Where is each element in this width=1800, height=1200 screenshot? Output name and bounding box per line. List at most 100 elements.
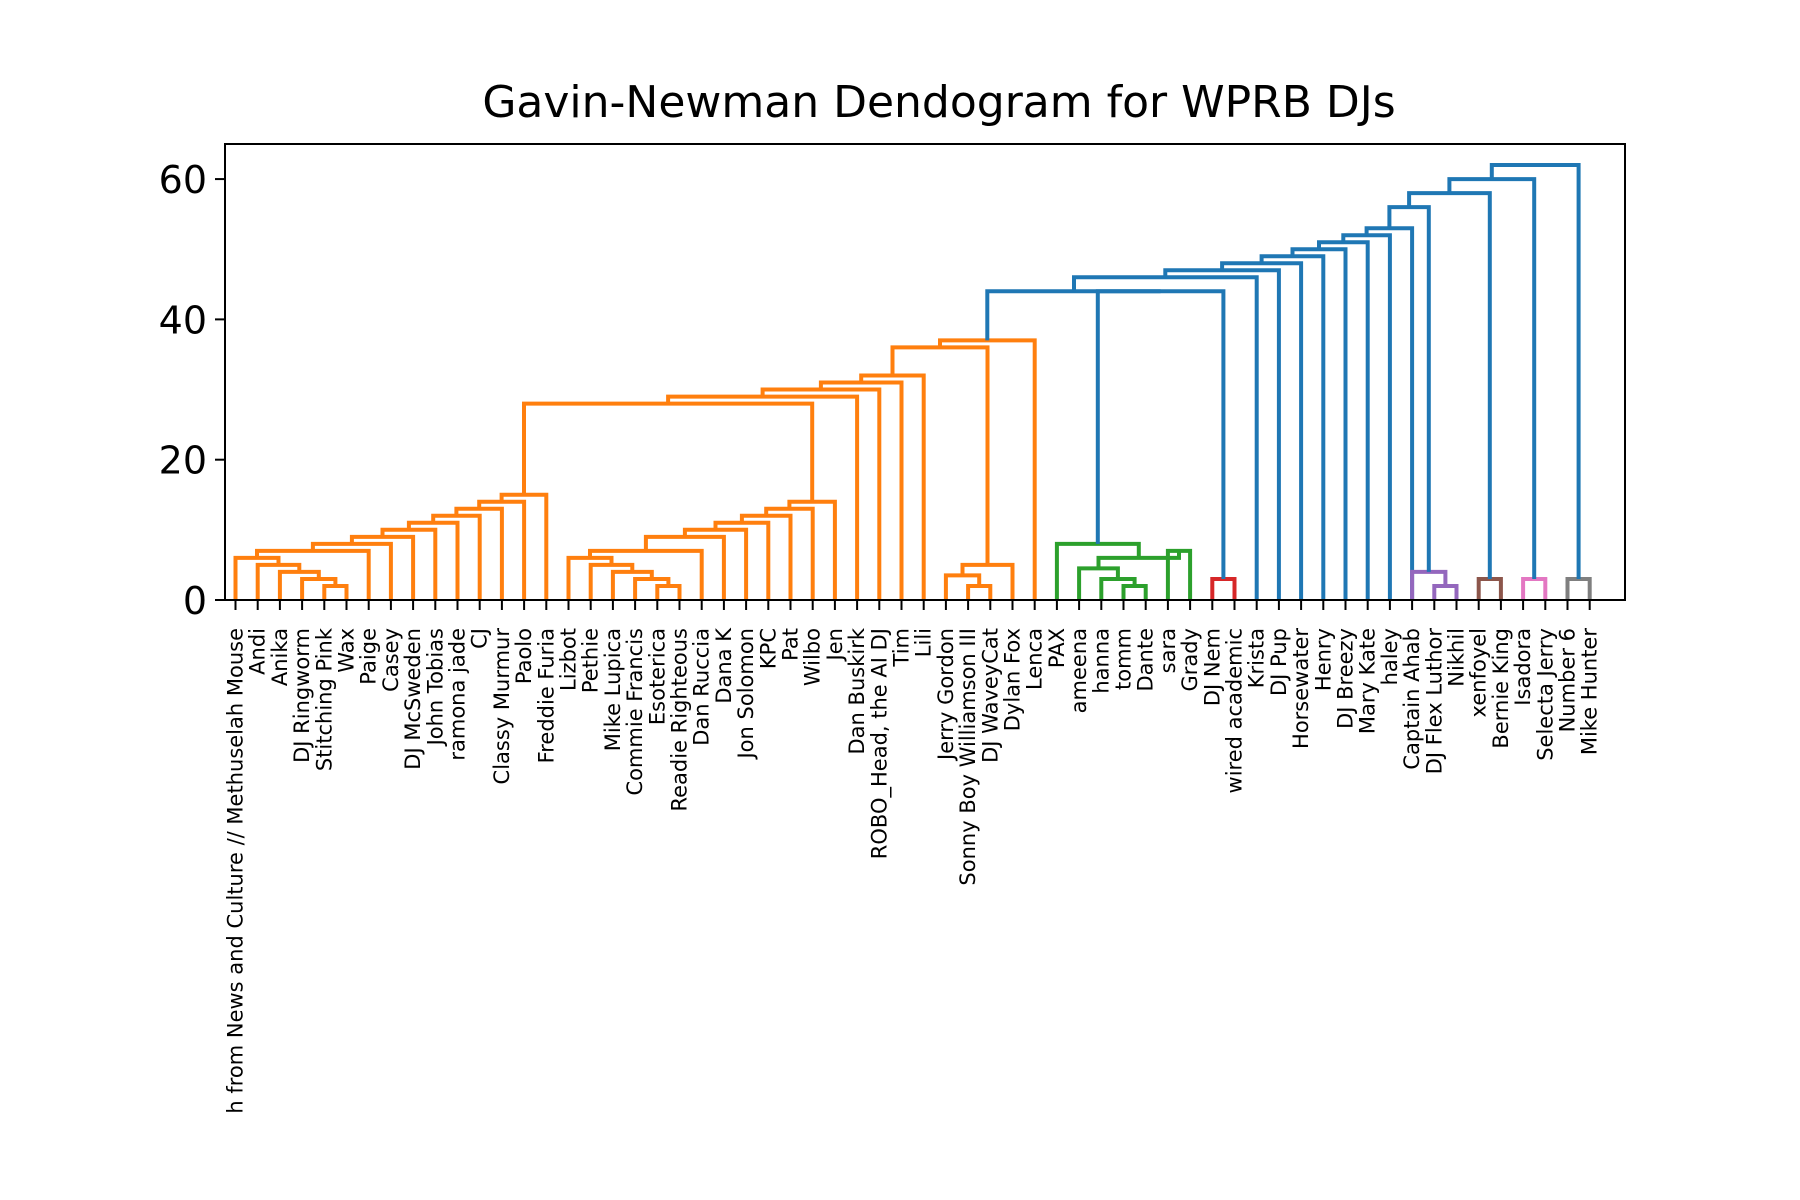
leaf-label-22: Dana K <box>712 627 736 704</box>
dendrogram-link-47 <box>1220 261 1304 600</box>
dendrogram-link-21 <box>682 527 749 600</box>
dendrogram-link-36 <box>1121 584 1148 600</box>
y-tick-label-1: 20 <box>159 439 207 483</box>
dendrogram-link-45 <box>1072 275 1259 600</box>
leaf-label-36: Lenca <box>1023 628 1047 690</box>
leaf-label-26: Wilbo <box>801 628 825 686</box>
leaf-label-3: DJ Ringworm <box>290 628 314 763</box>
leaf-label-61: Mike Hunter <box>1578 628 1602 756</box>
dendrogram-link-53 <box>1432 584 1459 600</box>
dendrogram-link-56 <box>1476 577 1503 600</box>
leaf-label-52: haley <box>1378 628 1402 685</box>
leaf-label-24: KPC <box>756 628 780 669</box>
leaf-label-6: Paige <box>357 628 381 685</box>
leaf-label-41: Dante <box>1134 628 1158 692</box>
dendrogram-link-48 <box>1259 254 1326 600</box>
leaf-label-42: sara <box>1156 628 1180 673</box>
leaf-label-30: Tim <box>890 628 914 667</box>
dendrogram-link-15 <box>633 577 671 600</box>
leaf-label-55: Nikhil <box>1445 628 1469 687</box>
dendrogram-link-58 <box>1521 577 1548 600</box>
dendrogram-link-7 <box>349 534 416 600</box>
dendrogram-link-1 <box>300 577 338 600</box>
leaf-label-48: Horsewater <box>1289 628 1313 749</box>
dendrogram-link-27 <box>666 394 860 600</box>
leaf-label-33: Sonny Boy Williamson III <box>956 628 980 886</box>
dendrogram-link-26 <box>522 401 815 502</box>
dendrogram-link-60 <box>1565 577 1592 600</box>
leaf-label-25: Pat <box>779 628 803 661</box>
dendrogram-link-57 <box>1407 191 1492 579</box>
leaf-label-37: PAX <box>1045 628 1069 668</box>
leaf-label-49: Henry <box>1311 628 1335 691</box>
leaf-label-21: Dan Ruccia <box>690 628 714 746</box>
leaf-label-14: Freddie Furia <box>534 628 558 763</box>
dendrogram-link-16 <box>610 569 654 600</box>
dendrogram-link-9 <box>406 520 460 600</box>
leaf-label-9: John Tobias <box>423 628 447 747</box>
dendrogram-link-34 <box>890 345 990 565</box>
leaf-label-58: Isadora <box>1511 628 1535 706</box>
dendrogram-link-44 <box>985 289 1161 341</box>
leaf-label-0: h from News and Culture // Methuselah Mo… <box>224 628 248 1114</box>
leaf-label-10: ramona jade <box>446 628 470 761</box>
leaf-label-38: ameena <box>1067 628 1091 713</box>
leaf-label-53: Captain Ahab <box>1400 628 1424 770</box>
y-tick-label-0: 0 <box>183 579 207 623</box>
leaf-label-57: Bernie King <box>1489 628 1513 749</box>
link-layer <box>233 163 1592 600</box>
chart-title: Gavin-Newman Dendogram for WPRB DJs <box>482 77 1395 128</box>
leaf-label-20: Readie Righteous <box>668 628 692 812</box>
leaf-label-27: Jen <box>823 628 847 662</box>
leaf-label-40: tomm <box>1112 628 1136 690</box>
leaf-label-56: xenfoyel <box>1467 628 1491 717</box>
leaf-label-4: Stitching Pink <box>312 627 336 771</box>
dendrogram-link-50 <box>1317 240 1370 600</box>
leaf-label-7: Casey <box>379 628 403 692</box>
leaf-label-35: Dylan Fox <box>1001 628 1025 731</box>
dendrogram-link-0 <box>322 584 349 600</box>
leaf-label-19: Esoterica <box>645 628 669 725</box>
dendrogram-link-30 <box>859 373 926 600</box>
leaf-label-34: DJ WaveyCat <box>978 628 1002 763</box>
leaf-label-60: Number 6 <box>1556 628 1580 732</box>
leaf-label-18: Commie Francis <box>623 628 647 796</box>
leaf-label-23: Jon Solomon <box>734 628 758 761</box>
dendrogram-link-31 <box>966 584 993 600</box>
y-tick-label-3: 60 <box>159 158 207 202</box>
dendrogram-link-42 <box>1210 577 1237 600</box>
leaf-label-8: DJ McSweden <box>401 628 425 770</box>
leaf-label-2: Anika <box>268 628 292 686</box>
leaf-label-50: DJ Breezy <box>1334 628 1358 729</box>
leaf-labels: h from News and Culture // Methuselah Mo… <box>224 600 1602 1114</box>
dendrogram-link-43 <box>1095 289 1226 579</box>
dendrogram-link-2 <box>277 569 321 600</box>
leaf-label-28: Dan Buskirk <box>845 627 869 754</box>
leaf-label-5: Wax <box>335 628 359 673</box>
dendrogram-link-55 <box>1387 205 1431 572</box>
leaf-label-39: hanna <box>1089 628 1113 694</box>
leaf-label-1: Andi <box>246 628 270 675</box>
leaf-label-11: CJ <box>468 628 492 649</box>
leaf-label-44: DJ Nem <box>1200 628 1224 706</box>
dendrogram-link-37 <box>1099 577 1137 600</box>
y-tick-label-2: 40 <box>159 298 207 342</box>
leaf-label-15: Lizbot <box>557 628 581 691</box>
leaf-label-16: Pethie <box>579 628 603 693</box>
leaf-label-59: Selecta Jerry <box>1533 628 1557 761</box>
dendrogram-link-23 <box>739 513 793 600</box>
leaf-label-29: ROBO_Head, the AI DJ <box>867 628 892 859</box>
leaf-label-13: Paolo <box>512 628 536 684</box>
leaf-label-51: Mary Kate <box>1356 628 1380 734</box>
leaf-label-47: DJ Pup <box>1267 628 1291 696</box>
leaf-label-46: Krista <box>1245 628 1269 688</box>
leaf-label-45: wired academic <box>1223 628 1247 793</box>
y-axis: 0 20 40 60 <box>159 158 225 623</box>
leaf-label-43: Grady <box>1178 628 1202 692</box>
leaf-label-32: Jerry Gordon <box>934 628 958 762</box>
leaf-label-54: DJ Flex Luthor <box>1422 628 1446 775</box>
dendrogram-link-61 <box>1489 163 1581 579</box>
dendrogram-link-28 <box>760 387 882 600</box>
dendrogram-link-38 <box>1077 566 1120 600</box>
